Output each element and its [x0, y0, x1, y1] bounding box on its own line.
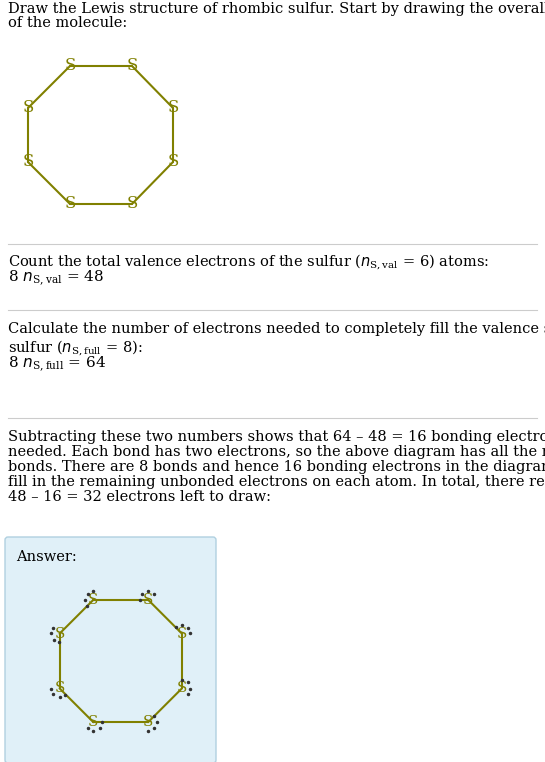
Text: Draw the Lewis structure of rhombic sulfur. Start by drawing the overall structu: Draw the Lewis structure of rhombic sulf… [8, 2, 545, 16]
Text: S: S [64, 196, 76, 213]
Text: Count the total valence electrons of the sulfur ($n_{\mathregular{S,val}}$ = 6) : Count the total valence electrons of the… [8, 252, 489, 272]
Text: sulfur ($n_{\mathregular{S,full}}$ = 8):: sulfur ($n_{\mathregular{S,full}}$ = 8): [8, 338, 143, 358]
Text: of the molecule:: of the molecule: [8, 16, 127, 30]
Text: S: S [177, 626, 187, 641]
Text: fill in the remaining unbonded electrons on each atom. In total, there remain: fill in the remaining unbonded electrons… [8, 475, 545, 489]
Text: S: S [64, 57, 76, 75]
Text: S: S [167, 100, 179, 117]
Text: S: S [54, 626, 65, 641]
Text: S: S [143, 716, 153, 729]
FancyBboxPatch shape [5, 537, 216, 762]
Text: Calculate the number of electrons needed to completely fill the valence shells f: Calculate the number of electrons needed… [8, 322, 545, 336]
Text: S: S [22, 100, 34, 117]
Text: S: S [126, 57, 138, 75]
Text: bonds. There are 8 bonds and hence 16 bonding electrons in the diagram. Lastly,: bonds. There are 8 bonds and hence 16 bo… [8, 460, 545, 474]
Text: 8 $n_{\mathregular{S,full}}$ = 64: 8 $n_{\mathregular{S,full}}$ = 64 [8, 354, 106, 374]
Text: S: S [143, 593, 153, 607]
Text: S: S [54, 681, 65, 696]
Text: S: S [126, 196, 138, 213]
Text: S: S [88, 593, 99, 607]
Text: 48 – 16 = 32 electrons left to draw:: 48 – 16 = 32 electrons left to draw: [8, 490, 271, 504]
Text: S: S [177, 681, 187, 696]
Text: Answer:: Answer: [16, 550, 77, 564]
Text: S: S [88, 716, 99, 729]
Text: Subtracting these two numbers shows that 64 – 48 = 16 bonding electrons are: Subtracting these two numbers shows that… [8, 430, 545, 444]
Text: S: S [167, 153, 179, 171]
Text: S: S [22, 153, 34, 171]
Text: needed. Each bond has two electrons, so the above diagram has all the necessary: needed. Each bond has two electrons, so … [8, 445, 545, 459]
Text: 8 $n_{\mathregular{S,val}}$ = 48: 8 $n_{\mathregular{S,val}}$ = 48 [8, 268, 104, 288]
